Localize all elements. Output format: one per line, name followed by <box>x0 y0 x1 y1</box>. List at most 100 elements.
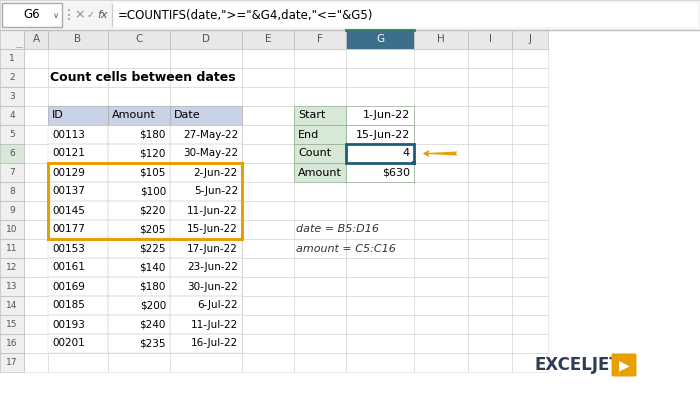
Bar <box>512 353 548 372</box>
Bar <box>512 30 548 49</box>
Bar <box>346 68 414 87</box>
Bar <box>512 334 548 353</box>
Bar <box>0 334 24 353</box>
Bar <box>468 144 512 163</box>
Bar <box>48 277 108 296</box>
Bar <box>468 182 512 201</box>
Bar <box>242 258 294 277</box>
Bar <box>294 144 346 163</box>
Bar <box>24 258 48 277</box>
Bar <box>294 125 346 144</box>
Bar <box>170 258 242 277</box>
Bar <box>242 49 294 68</box>
Text: =COUNTIFS(date,">="&G4,date,"<="&G5): =COUNTIFS(date,">="&G4,date,"<="&G5) <box>118 8 373 22</box>
Bar <box>48 163 108 182</box>
Bar <box>294 49 346 68</box>
Bar <box>24 87 48 106</box>
Text: 15-Jun-22: 15-Jun-22 <box>187 224 238 234</box>
Bar <box>0 334 24 353</box>
Bar <box>170 296 242 315</box>
Bar <box>346 144 414 163</box>
Bar <box>108 182 170 201</box>
Bar <box>170 182 242 201</box>
Bar <box>0 220 24 239</box>
Bar <box>48 106 108 125</box>
Bar <box>242 30 294 49</box>
Bar <box>512 125 548 144</box>
Bar <box>170 334 242 353</box>
Bar <box>170 106 242 125</box>
Bar <box>170 201 242 220</box>
Text: 8: 8 <box>9 187 15 196</box>
Bar <box>48 125 108 144</box>
Text: date = B5:D16: date = B5:D16 <box>296 224 379 234</box>
Text: Start: Start <box>298 110 326 120</box>
Bar <box>512 239 548 258</box>
Bar <box>170 106 242 125</box>
Bar <box>414 296 468 315</box>
Text: 13: 13 <box>6 282 18 291</box>
Bar <box>242 125 294 144</box>
Bar <box>170 68 242 87</box>
Bar <box>0 163 24 182</box>
Bar <box>468 239 512 258</box>
Bar <box>0 49 24 68</box>
Bar <box>242 163 294 182</box>
Bar <box>242 353 294 372</box>
Bar <box>468 353 512 372</box>
Bar <box>468 125 512 144</box>
Bar <box>0 296 24 315</box>
Bar <box>294 163 346 182</box>
Bar <box>170 163 242 182</box>
Bar <box>48 220 108 239</box>
Text: $225: $225 <box>139 244 166 254</box>
Bar <box>468 49 512 68</box>
Bar <box>294 125 346 144</box>
Bar <box>108 239 170 258</box>
Text: 00145: 00145 <box>52 206 85 216</box>
Bar <box>242 87 294 106</box>
Text: 15: 15 <box>6 320 18 329</box>
Bar <box>170 258 242 277</box>
Bar <box>108 315 170 334</box>
Bar <box>242 87 294 106</box>
Bar <box>346 125 414 144</box>
Text: G: G <box>376 34 384 44</box>
Bar <box>512 106 548 125</box>
Bar <box>24 201 48 220</box>
Bar <box>414 201 468 220</box>
Text: ID: ID <box>52 110 64 120</box>
Bar <box>24 220 48 239</box>
Bar <box>0 30 24 49</box>
Bar <box>414 220 468 239</box>
Bar <box>346 106 414 125</box>
Bar <box>0 182 24 201</box>
Bar <box>108 277 170 296</box>
Bar <box>414 30 468 49</box>
Bar <box>512 182 548 201</box>
Bar <box>108 30 170 49</box>
Bar <box>414 258 468 277</box>
Bar <box>170 182 242 201</box>
Bar <box>24 68 48 87</box>
Bar <box>294 315 346 334</box>
Bar <box>170 163 242 182</box>
Text: Amount: Amount <box>298 168 342 178</box>
Text: 00193: 00193 <box>52 320 85 330</box>
Bar <box>468 277 512 296</box>
Bar <box>294 277 346 296</box>
Bar <box>108 315 170 334</box>
Bar <box>48 106 108 125</box>
Text: $200: $200 <box>140 300 166 310</box>
Bar <box>346 30 414 49</box>
Bar <box>170 125 242 144</box>
Bar <box>2 3 62 27</box>
Bar <box>108 49 170 68</box>
Bar <box>294 106 346 125</box>
Bar <box>24 144 48 163</box>
Bar <box>170 277 242 296</box>
Bar <box>0 144 24 163</box>
Bar <box>170 201 242 220</box>
Bar <box>346 106 414 125</box>
Text: $240: $240 <box>139 320 166 330</box>
